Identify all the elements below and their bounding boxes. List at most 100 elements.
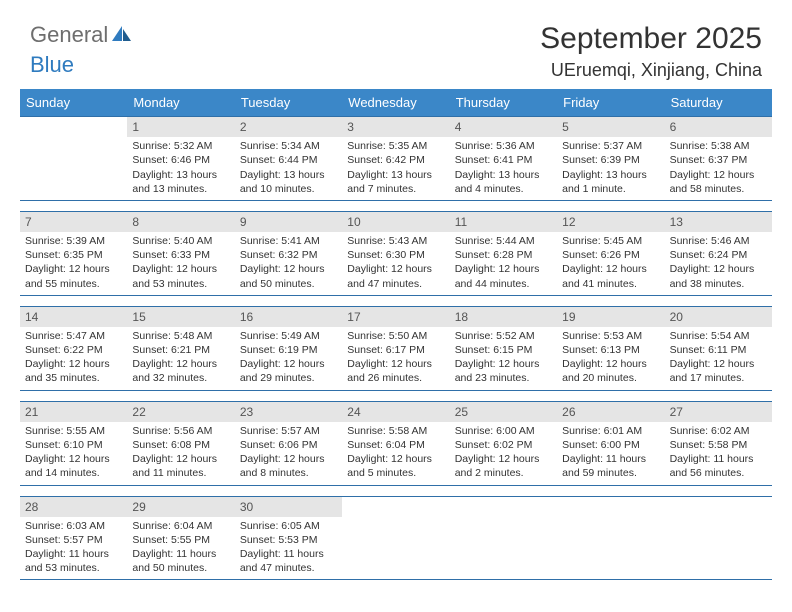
day-cell: 12Sunrise: 5:45 AMSunset: 6:26 PMDayligh… bbox=[557, 212, 664, 295]
day-body: Sunrise: 5:32 AMSunset: 6:46 PMDaylight:… bbox=[127, 137, 234, 200]
day-body: Sunrise: 5:39 AMSunset: 6:35 PMDaylight:… bbox=[20, 232, 127, 295]
day-body: Sunrise: 5:52 AMSunset: 6:15 PMDaylight:… bbox=[450, 327, 557, 390]
day-body: Sunrise: 5:40 AMSunset: 6:33 PMDaylight:… bbox=[127, 232, 234, 295]
day-body: Sunrise: 5:50 AMSunset: 6:17 PMDaylight:… bbox=[342, 327, 449, 390]
day-cell: 22Sunrise: 5:56 AMSunset: 6:08 PMDayligh… bbox=[127, 402, 234, 485]
weekday-label: Saturday bbox=[665, 89, 772, 116]
day-cell: 2Sunrise: 5:34 AMSunset: 6:44 PMDaylight… bbox=[235, 117, 342, 200]
day-body: Sunrise: 5:53 AMSunset: 6:13 PMDaylight:… bbox=[557, 327, 664, 390]
day-number: 29 bbox=[127, 497, 234, 517]
day-number: 11 bbox=[450, 212, 557, 232]
day-cell: 24Sunrise: 5:58 AMSunset: 6:04 PMDayligh… bbox=[342, 402, 449, 485]
day-cell: 29Sunrise: 6:04 AMSunset: 5:55 PMDayligh… bbox=[127, 497, 234, 580]
weekday-label: Tuesday bbox=[235, 89, 342, 116]
logo: General bbox=[30, 22, 135, 48]
day-number: 21 bbox=[20, 402, 127, 422]
day-number bbox=[450, 497, 557, 517]
day-number: 1 bbox=[127, 117, 234, 137]
day-body: Sunrise: 5:45 AMSunset: 6:26 PMDaylight:… bbox=[557, 232, 664, 295]
week-row: 1Sunrise: 5:32 AMSunset: 6:46 PMDaylight… bbox=[20, 116, 772, 201]
day-number: 20 bbox=[665, 307, 772, 327]
day-body: Sunrise: 5:38 AMSunset: 6:37 PMDaylight:… bbox=[665, 137, 772, 200]
day-number: 10 bbox=[342, 212, 449, 232]
location: UEruemqi, Xinjiang, China bbox=[540, 60, 762, 81]
day-cell: 27Sunrise: 6:02 AMSunset: 5:58 PMDayligh… bbox=[665, 402, 772, 485]
day-cell: 13Sunrise: 5:46 AMSunset: 6:24 PMDayligh… bbox=[665, 212, 772, 295]
day-body: Sunrise: 5:55 AMSunset: 6:10 PMDaylight:… bbox=[20, 422, 127, 485]
day-cell bbox=[557, 497, 664, 580]
day-cell: 10Sunrise: 5:43 AMSunset: 6:30 PMDayligh… bbox=[342, 212, 449, 295]
day-cell: 1Sunrise: 5:32 AMSunset: 6:46 PMDaylight… bbox=[127, 117, 234, 200]
weekday-label: Wednesday bbox=[342, 89, 449, 116]
day-body: Sunrise: 5:35 AMSunset: 6:42 PMDaylight:… bbox=[342, 137, 449, 200]
day-number bbox=[557, 497, 664, 517]
day-number: 14 bbox=[20, 307, 127, 327]
day-body: Sunrise: 6:00 AMSunset: 6:02 PMDaylight:… bbox=[450, 422, 557, 485]
day-body: Sunrise: 6:05 AMSunset: 5:53 PMDaylight:… bbox=[235, 517, 342, 580]
weekday-label: Monday bbox=[127, 89, 234, 116]
day-number: 24 bbox=[342, 402, 449, 422]
day-number: 15 bbox=[127, 307, 234, 327]
day-cell: 19Sunrise: 5:53 AMSunset: 6:13 PMDayligh… bbox=[557, 307, 664, 390]
day-body: Sunrise: 5:56 AMSunset: 6:08 PMDaylight:… bbox=[127, 422, 234, 485]
day-cell: 30Sunrise: 6:05 AMSunset: 5:53 PMDayligh… bbox=[235, 497, 342, 580]
day-number: 23 bbox=[235, 402, 342, 422]
day-number: 13 bbox=[665, 212, 772, 232]
day-cell: 16Sunrise: 5:49 AMSunset: 6:19 PMDayligh… bbox=[235, 307, 342, 390]
day-cell: 20Sunrise: 5:54 AMSunset: 6:11 PMDayligh… bbox=[665, 307, 772, 390]
day-number: 25 bbox=[450, 402, 557, 422]
day-cell: 5Sunrise: 5:37 AMSunset: 6:39 PMDaylight… bbox=[557, 117, 664, 200]
header: General September 2025 UEruemqi, Xinjian… bbox=[0, 0, 792, 89]
day-number: 17 bbox=[342, 307, 449, 327]
week-row: 14Sunrise: 5:47 AMSunset: 6:22 PMDayligh… bbox=[20, 306, 772, 391]
day-number: 19 bbox=[557, 307, 664, 327]
day-number bbox=[342, 497, 449, 517]
month-title: September 2025 bbox=[540, 22, 762, 56]
day-cell: 9Sunrise: 5:41 AMSunset: 6:32 PMDaylight… bbox=[235, 212, 342, 295]
day-number: 5 bbox=[557, 117, 664, 137]
day-number bbox=[665, 497, 772, 517]
logo-text-blue: Blue bbox=[30, 52, 74, 77]
day-number: 6 bbox=[665, 117, 772, 137]
day-number: 18 bbox=[450, 307, 557, 327]
day-number: 28 bbox=[20, 497, 127, 517]
day-body: Sunrise: 5:58 AMSunset: 6:04 PMDaylight:… bbox=[342, 422, 449, 485]
weekday-row: SundayMondayTuesdayWednesdayThursdayFrid… bbox=[20, 89, 772, 116]
day-body: Sunrise: 5:47 AMSunset: 6:22 PMDaylight:… bbox=[20, 327, 127, 390]
day-cell bbox=[450, 497, 557, 580]
logo-text-general: General bbox=[30, 22, 108, 48]
day-cell: 7Sunrise: 5:39 AMSunset: 6:35 PMDaylight… bbox=[20, 212, 127, 295]
day-body: Sunrise: 5:54 AMSunset: 6:11 PMDaylight:… bbox=[665, 327, 772, 390]
title-block: September 2025 UEruemqi, Xinjiang, China bbox=[540, 22, 762, 81]
day-cell: 17Sunrise: 5:50 AMSunset: 6:17 PMDayligh… bbox=[342, 307, 449, 390]
day-body: Sunrise: 5:36 AMSunset: 6:41 PMDaylight:… bbox=[450, 137, 557, 200]
day-cell: 15Sunrise: 5:48 AMSunset: 6:21 PMDayligh… bbox=[127, 307, 234, 390]
calendar: SundayMondayTuesdayWednesdayThursdayFrid… bbox=[0, 89, 792, 580]
day-body: Sunrise: 5:37 AMSunset: 6:39 PMDaylight:… bbox=[557, 137, 664, 200]
day-cell: 18Sunrise: 5:52 AMSunset: 6:15 PMDayligh… bbox=[450, 307, 557, 390]
week-row: 28Sunrise: 6:03 AMSunset: 5:57 PMDayligh… bbox=[20, 496, 772, 581]
day-cell: 8Sunrise: 5:40 AMSunset: 6:33 PMDaylight… bbox=[127, 212, 234, 295]
day-number: 3 bbox=[342, 117, 449, 137]
sail-icon bbox=[111, 24, 133, 47]
day-number: 12 bbox=[557, 212, 664, 232]
day-number: 2 bbox=[235, 117, 342, 137]
day-number: 27 bbox=[665, 402, 772, 422]
weekday-label: Sunday bbox=[20, 89, 127, 116]
day-number: 16 bbox=[235, 307, 342, 327]
day-number: 4 bbox=[450, 117, 557, 137]
day-body: Sunrise: 5:48 AMSunset: 6:21 PMDaylight:… bbox=[127, 327, 234, 390]
day-cell: 28Sunrise: 6:03 AMSunset: 5:57 PMDayligh… bbox=[20, 497, 127, 580]
week-row: 21Sunrise: 5:55 AMSunset: 6:10 PMDayligh… bbox=[20, 401, 772, 486]
day-number: 22 bbox=[127, 402, 234, 422]
day-cell: 4Sunrise: 5:36 AMSunset: 6:41 PMDaylight… bbox=[450, 117, 557, 200]
day-body: Sunrise: 5:34 AMSunset: 6:44 PMDaylight:… bbox=[235, 137, 342, 200]
weekday-label: Thursday bbox=[450, 89, 557, 116]
day-number: 7 bbox=[20, 212, 127, 232]
day-body: Sunrise: 6:04 AMSunset: 5:55 PMDaylight:… bbox=[127, 517, 234, 580]
day-cell bbox=[342, 497, 449, 580]
day-cell: 25Sunrise: 6:00 AMSunset: 6:02 PMDayligh… bbox=[450, 402, 557, 485]
day-cell bbox=[20, 117, 127, 200]
day-body: Sunrise: 6:01 AMSunset: 6:00 PMDaylight:… bbox=[557, 422, 664, 485]
day-number: 8 bbox=[127, 212, 234, 232]
